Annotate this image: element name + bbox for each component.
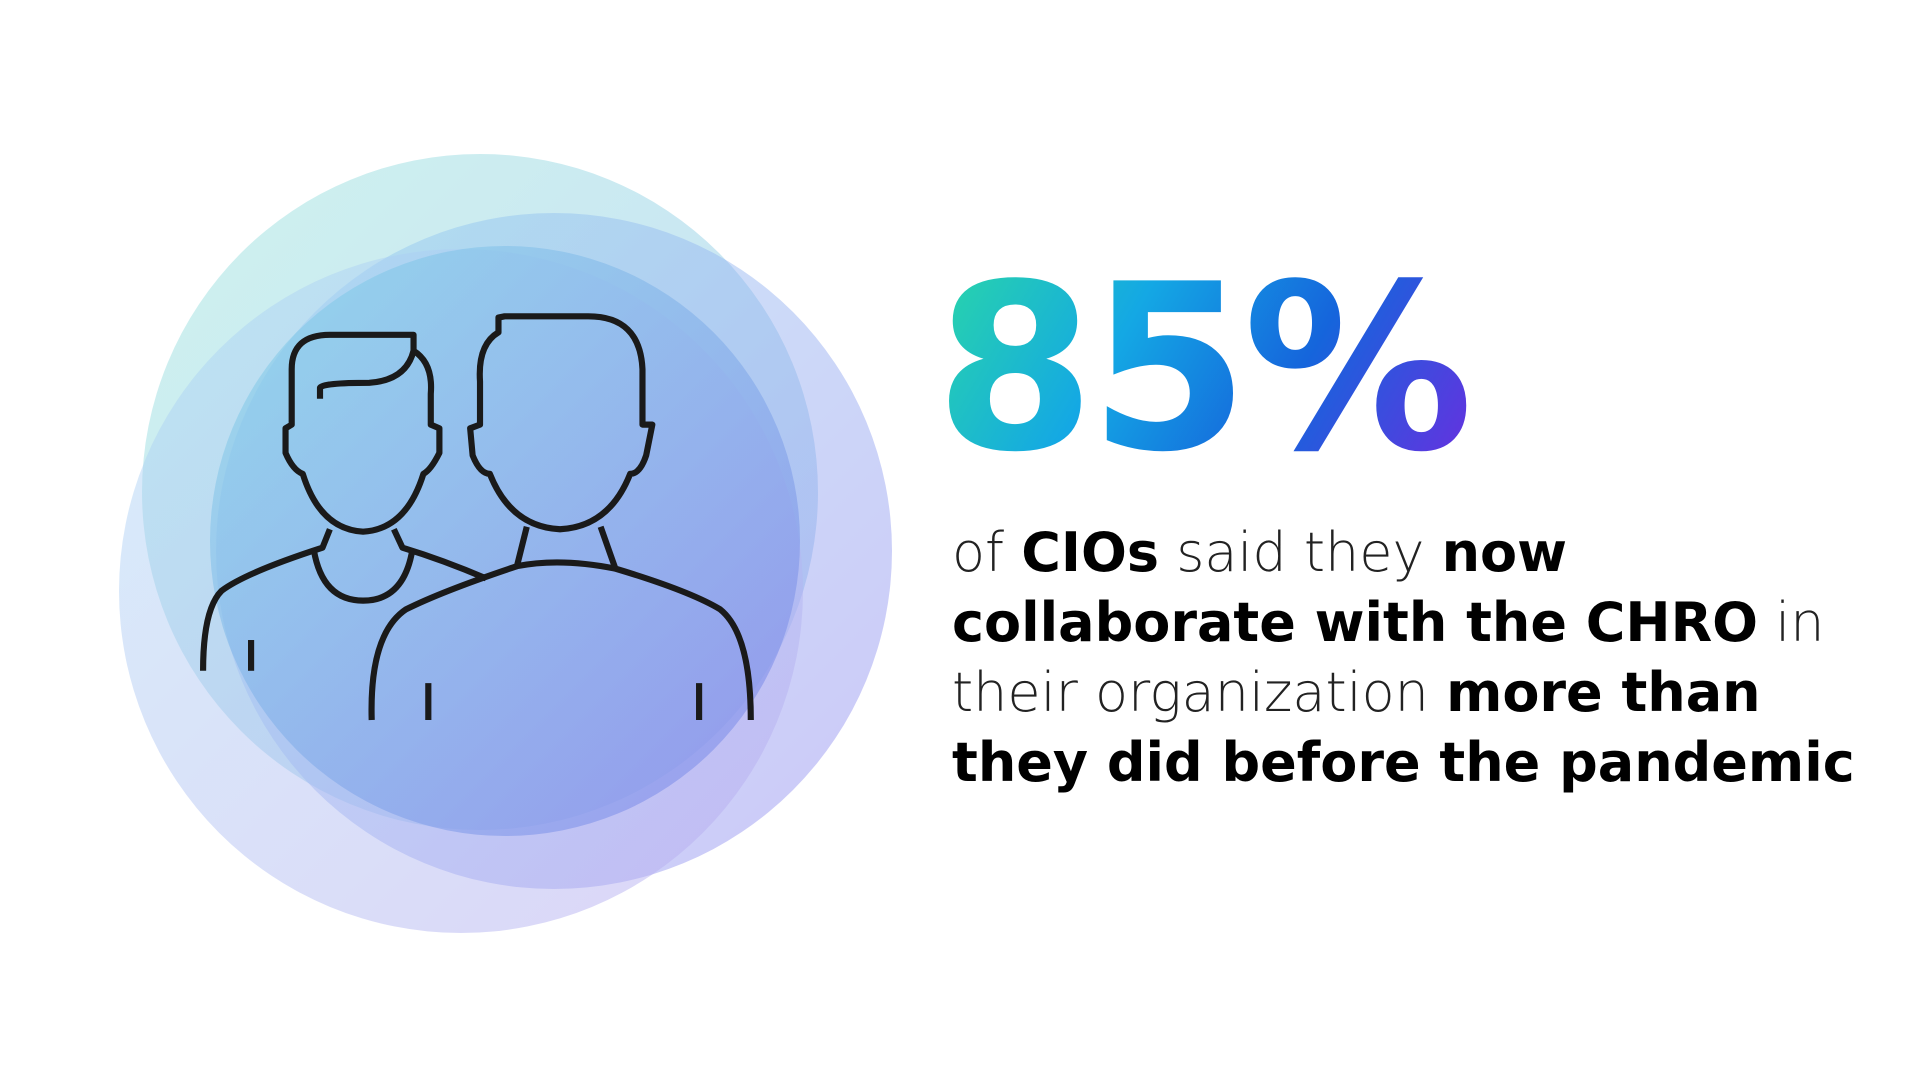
people-icon [200, 313, 754, 721]
text: said they [1176, 521, 1425, 584]
bold-text: collaborate with the CHRO [952, 591, 1759, 654]
bold-text: CIOs [1021, 521, 1160, 584]
bubble [210, 246, 800, 836]
stat-figure: 85% [935, 236, 1474, 503]
text: in [1775, 591, 1825, 654]
text-line: of CIOs said they now [952, 518, 1855, 588]
bold-text: more than [1446, 661, 1761, 724]
text-line: collaborate with the CHRO in [952, 588, 1855, 658]
text: of [952, 521, 1005, 584]
text: their organization [952, 661, 1429, 724]
text-line: they did before the pandemic [952, 728, 1855, 798]
text-line: their organization more than [952, 658, 1855, 728]
bold-text: now [1441, 521, 1568, 584]
bold-text: they did before the pandemic [952, 731, 1855, 794]
stat-description: of CIOs said they now collaborate with th… [952, 518, 1855, 798]
